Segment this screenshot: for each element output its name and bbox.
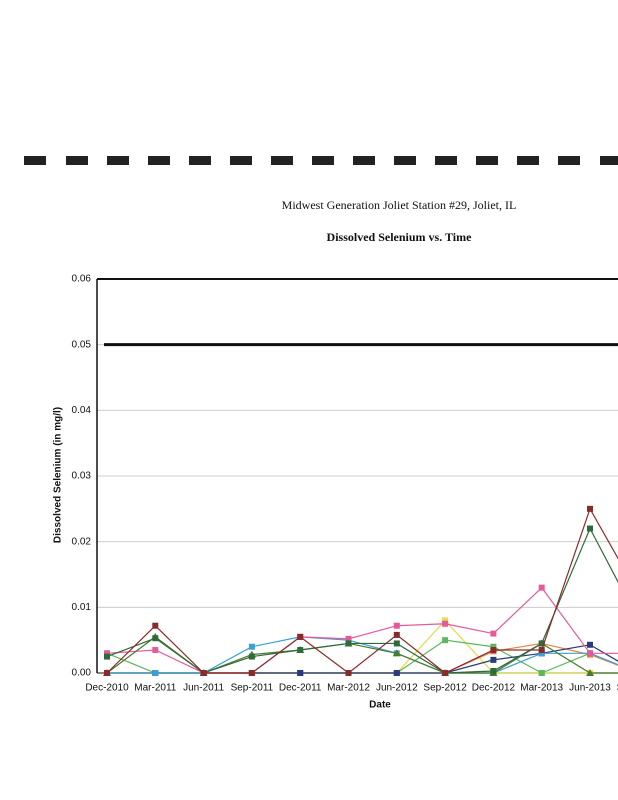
point — [587, 525, 593, 532]
point — [586, 669, 594, 676]
point — [345, 635, 352, 642]
point — [587, 641, 593, 648]
point — [152, 670, 159, 676]
x-tick-label: Dec-2010 — [85, 683, 129, 694]
x-tick-label: Dec-2011 — [279, 683, 322, 694]
x-axis-label: Date — [369, 700, 391, 711]
point — [442, 670, 449, 676]
point — [538, 584, 545, 591]
point — [490, 647, 497, 654]
point — [442, 620, 449, 627]
point — [538, 650, 545, 657]
point — [393, 622, 400, 629]
point — [297, 647, 304, 654]
point — [297, 670, 304, 676]
point — [442, 617, 449, 624]
point — [393, 631, 400, 638]
y-tick-label: 0.03 — [72, 471, 92, 482]
y-tick-label: 0.01 — [72, 602, 92, 613]
series-line — [106, 586, 618, 674]
series-line — [107, 636, 618, 674]
x-tick-label: Mar-2013 — [520, 683, 563, 694]
x-tick-label: Mar-2011 — [134, 683, 176, 694]
point — [345, 640, 352, 647]
point — [248, 643, 255, 650]
point — [538, 647, 545, 654]
x-tick-label: Sep-2012 — [423, 683, 467, 694]
point — [152, 622, 159, 629]
point — [442, 637, 449, 644]
point — [393, 670, 400, 676]
point — [538, 670, 545, 676]
x-tick-label: Sep-2011 — [231, 683, 274, 694]
point — [587, 505, 593, 512]
x-tick-label: Sep-2013 — [617, 683, 618, 694]
point — [345, 670, 352, 676]
x-tick-label: Jun-2011 — [183, 683, 224, 694]
chart-title: Midwest Generation Joliet Station #29, J… — [282, 198, 517, 212]
x-tick-label: Dec-2012 — [472, 683, 516, 694]
point — [152, 635, 159, 642]
y-axis-label: Dissolved Selenium (in mg/l) — [53, 407, 64, 543]
point — [490, 668, 497, 675]
scan-dash-band — [24, 156, 618, 165]
point — [393, 640, 400, 647]
series-line — [106, 527, 618, 674]
x-tick-label: Jun-2013 — [569, 683, 611, 694]
point — [490, 630, 497, 637]
y-tick-label: 0.02 — [72, 536, 92, 547]
point — [248, 670, 255, 676]
point — [200, 670, 207, 676]
x-tick-label: Mar-2012 — [327, 683, 370, 694]
series-line — [106, 507, 618, 674]
point — [587, 650, 593, 657]
point — [538, 640, 545, 647]
y-tick-label: 0.00 — [72, 668, 92, 679]
y-tick-label: 0.04 — [72, 405, 92, 416]
point — [152, 647, 159, 654]
point — [392, 649, 401, 657]
point — [104, 653, 110, 660]
point — [104, 650, 110, 657]
point — [490, 643, 497, 650]
y-tick-label: 0.05 — [72, 339, 92, 350]
point — [490, 656, 497, 663]
point — [104, 670, 110, 676]
y-tick-label: 0.06 — [72, 274, 92, 285]
chart-subtitle: Dissolved Selenium vs. Time — [327, 230, 473, 244]
x-tick-label: Jun-2012 — [376, 683, 418, 694]
point — [297, 633, 304, 640]
point — [248, 653, 255, 660]
